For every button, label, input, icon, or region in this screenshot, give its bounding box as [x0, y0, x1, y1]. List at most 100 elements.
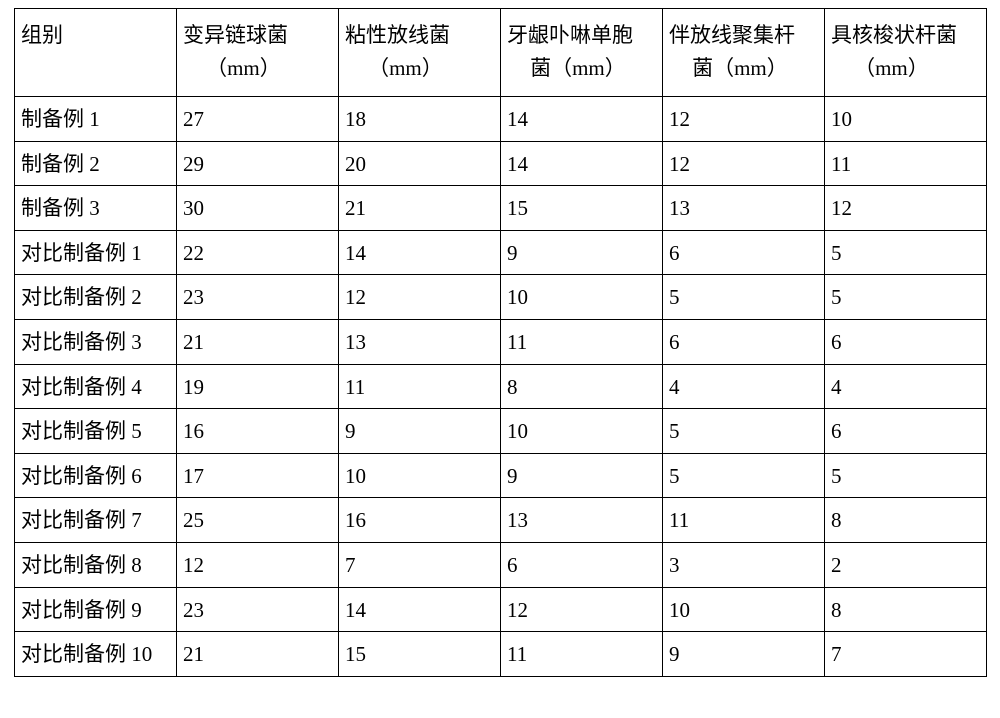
row-label: 对比制备例 1: [15, 230, 177, 275]
row-label: 对比制备例 10: [15, 632, 177, 677]
cell-bacteria-1: 16: [177, 409, 339, 454]
cell-bacteria-5: 2: [825, 542, 987, 587]
cell-bacteria-3: 11: [501, 319, 663, 364]
cell-bacteria-5: 5: [825, 453, 987, 498]
col-header-bacteria-1: 变异链球菌 （mm）: [177, 9, 339, 97]
col-header-line1: 组别: [21, 19, 170, 52]
table-row: 对比制备例 61710955: [15, 453, 987, 498]
cell-bacteria-2: 21: [339, 186, 501, 231]
table-row: 对比制备例 321131166: [15, 319, 987, 364]
table-row: 对比制备例 51691056: [15, 409, 987, 454]
col-header-line1: 牙龈卟啉单胞: [507, 19, 656, 52]
cell-bacteria-1: 21: [177, 319, 339, 364]
table-row: 制备例 33021151312: [15, 186, 987, 231]
cell-bacteria-5: 12: [825, 186, 987, 231]
cell-bacteria-3: 9: [501, 230, 663, 275]
cell-bacteria-2: 15: [339, 632, 501, 677]
cell-bacteria-3: 8: [501, 364, 663, 409]
cell-bacteria-5: 7: [825, 632, 987, 677]
cell-bacteria-2: 20: [339, 141, 501, 186]
cell-bacteria-1: 23: [177, 587, 339, 632]
cell-bacteria-3: 14: [501, 141, 663, 186]
table-row: 对比制备例 223121055: [15, 275, 987, 320]
cell-bacteria-1: 17: [177, 453, 339, 498]
cell-bacteria-3: 13: [501, 498, 663, 543]
col-header-bacteria-3: 牙龈卟啉单胞 菌（mm）: [501, 9, 663, 97]
cell-bacteria-5: 5: [825, 275, 987, 320]
cell-bacteria-4: 5: [663, 275, 825, 320]
col-header-bacteria-5: 具核梭状杆菌 （mm）: [825, 9, 987, 97]
col-header-line2: 菌（mm）: [507, 52, 656, 85]
cell-bacteria-3: 10: [501, 409, 663, 454]
row-label: 对比制备例 7: [15, 498, 177, 543]
col-header-line1: 具核梭状杆菌: [831, 19, 980, 52]
col-header-line1: 伴放线聚集杆: [669, 19, 818, 52]
cell-bacteria-5: 8: [825, 587, 987, 632]
col-header-line2: （mm）: [831, 52, 980, 85]
cell-bacteria-3: 12: [501, 587, 663, 632]
cell-bacteria-3: 14: [501, 97, 663, 142]
cell-bacteria-2: 11: [339, 364, 501, 409]
cell-bacteria-4: 10: [663, 587, 825, 632]
cell-bacteria-2: 9: [339, 409, 501, 454]
row-label: 对比制备例 6: [15, 453, 177, 498]
cell-bacteria-3: 11: [501, 632, 663, 677]
cell-bacteria-4: 13: [663, 186, 825, 231]
cell-bacteria-2: 7: [339, 542, 501, 587]
cell-bacteria-1: 22: [177, 230, 339, 275]
cell-bacteria-2: 14: [339, 230, 501, 275]
cell-bacteria-4: 9: [663, 632, 825, 677]
table-header-row: 组别 变异链球菌 （mm） 粘性放线菌 （mm） 牙龈卟啉单胞 菌（mm） 伴放…: [15, 9, 987, 97]
row-label: 对比制备例 2: [15, 275, 177, 320]
cell-bacteria-2: 10: [339, 453, 501, 498]
cell-bacteria-5: 6: [825, 409, 987, 454]
cell-bacteria-1: 29: [177, 141, 339, 186]
table-row: 制备例 12718141210: [15, 97, 987, 142]
cell-bacteria-4: 5: [663, 453, 825, 498]
cell-bacteria-2: 18: [339, 97, 501, 142]
col-header-line2: 菌（mm）: [669, 52, 818, 85]
col-header-group: 组别: [15, 9, 177, 97]
cell-bacteria-2: 13: [339, 319, 501, 364]
col-header-line1: 粘性放线菌: [345, 19, 494, 52]
cell-bacteria-1: 25: [177, 498, 339, 543]
col-header-line2: （mm）: [345, 52, 494, 85]
cell-bacteria-1: 21: [177, 632, 339, 677]
bacteria-inhibition-table: 组别 变异链球菌 （mm） 粘性放线菌 （mm） 牙龈卟啉单胞 菌（mm） 伴放…: [14, 8, 987, 677]
table-row: 制备例 22920141211: [15, 141, 987, 186]
cell-bacteria-3: 9: [501, 453, 663, 498]
cell-bacteria-1: 27: [177, 97, 339, 142]
row-label: 对比制备例 3: [15, 319, 177, 364]
cell-bacteria-4: 5: [663, 409, 825, 454]
col-header-line2: （mm）: [183, 52, 332, 85]
row-label: 制备例 3: [15, 186, 177, 231]
cell-bacteria-4: 3: [663, 542, 825, 587]
cell-bacteria-5: 8: [825, 498, 987, 543]
cell-bacteria-1: 19: [177, 364, 339, 409]
col-header-bacteria-4: 伴放线聚集杆 菌（mm）: [663, 9, 825, 97]
cell-bacteria-1: 30: [177, 186, 339, 231]
cell-bacteria-5: 4: [825, 364, 987, 409]
row-label: 对比制备例 5: [15, 409, 177, 454]
cell-bacteria-4: 12: [663, 141, 825, 186]
table-row: 对比制备例 9231412108: [15, 587, 987, 632]
cell-bacteria-5: 6: [825, 319, 987, 364]
cell-bacteria-3: 15: [501, 186, 663, 231]
cell-bacteria-5: 10: [825, 97, 987, 142]
cell-bacteria-4: 12: [663, 97, 825, 142]
cell-bacteria-1: 12: [177, 542, 339, 587]
cell-bacteria-4: 11: [663, 498, 825, 543]
row-label: 对比制备例 9: [15, 587, 177, 632]
table-row: 对比制备例 12214965: [15, 230, 987, 275]
cell-bacteria-2: 16: [339, 498, 501, 543]
table-row: 对比制备例 1021151197: [15, 632, 987, 677]
cell-bacteria-3: 10: [501, 275, 663, 320]
cell-bacteria-4: 4: [663, 364, 825, 409]
col-header-line1: 变异链球菌: [183, 19, 332, 52]
cell-bacteria-4: 6: [663, 319, 825, 364]
table-row: 对比制备例 8127632: [15, 542, 987, 587]
cell-bacteria-2: 14: [339, 587, 501, 632]
table-body: 制备例 12718141210制备例 22920141211制备例 330211…: [15, 97, 987, 677]
row-label: 对比制备例 4: [15, 364, 177, 409]
row-label: 制备例 1: [15, 97, 177, 142]
